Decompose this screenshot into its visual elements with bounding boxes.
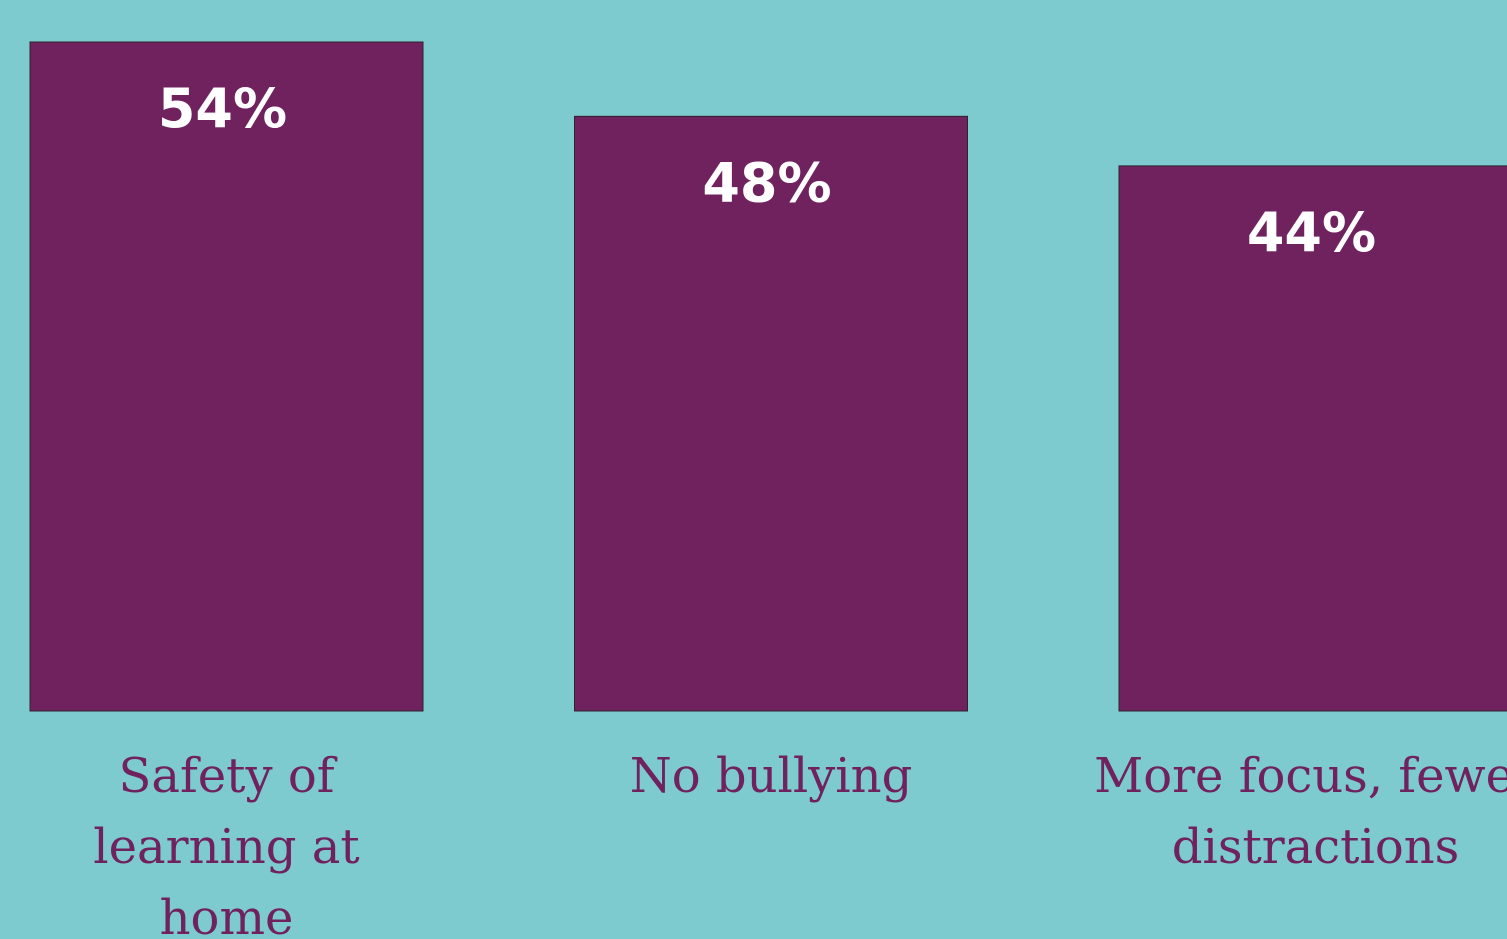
value-labels-group: 54% 48% 44% bbox=[158, 77, 1376, 264]
bar-2 bbox=[574, 115, 968, 712]
category-label-line: Safety of bbox=[119, 748, 338, 804]
category-label-line: learning at bbox=[93, 819, 359, 875]
bars-group bbox=[29, 41, 1507, 712]
value-label-3: 44% bbox=[1247, 201, 1376, 264]
category-label-line: No bullying bbox=[630, 748, 913, 804]
category-labels-group: Safety of learning at home No bullying More … bbox=[93, 748, 1507, 939]
category-label-2: No bullying bbox=[630, 748, 913, 804]
bar-1 bbox=[29, 41, 424, 712]
bar-3 bbox=[1118, 165, 1507, 712]
category-label-1: Safety of learning at home bbox=[93, 748, 359, 939]
category-label-line: home bbox=[160, 890, 294, 939]
category-label-line: distractions bbox=[1172, 819, 1460, 875]
value-label-2: 48% bbox=[702, 151, 831, 214]
category-label-line: More focus, fewer bbox=[1094, 748, 1507, 804]
category-label-3: More focus, fewer distractions bbox=[1094, 748, 1507, 875]
value-label-1: 54% bbox=[158, 77, 287, 140]
